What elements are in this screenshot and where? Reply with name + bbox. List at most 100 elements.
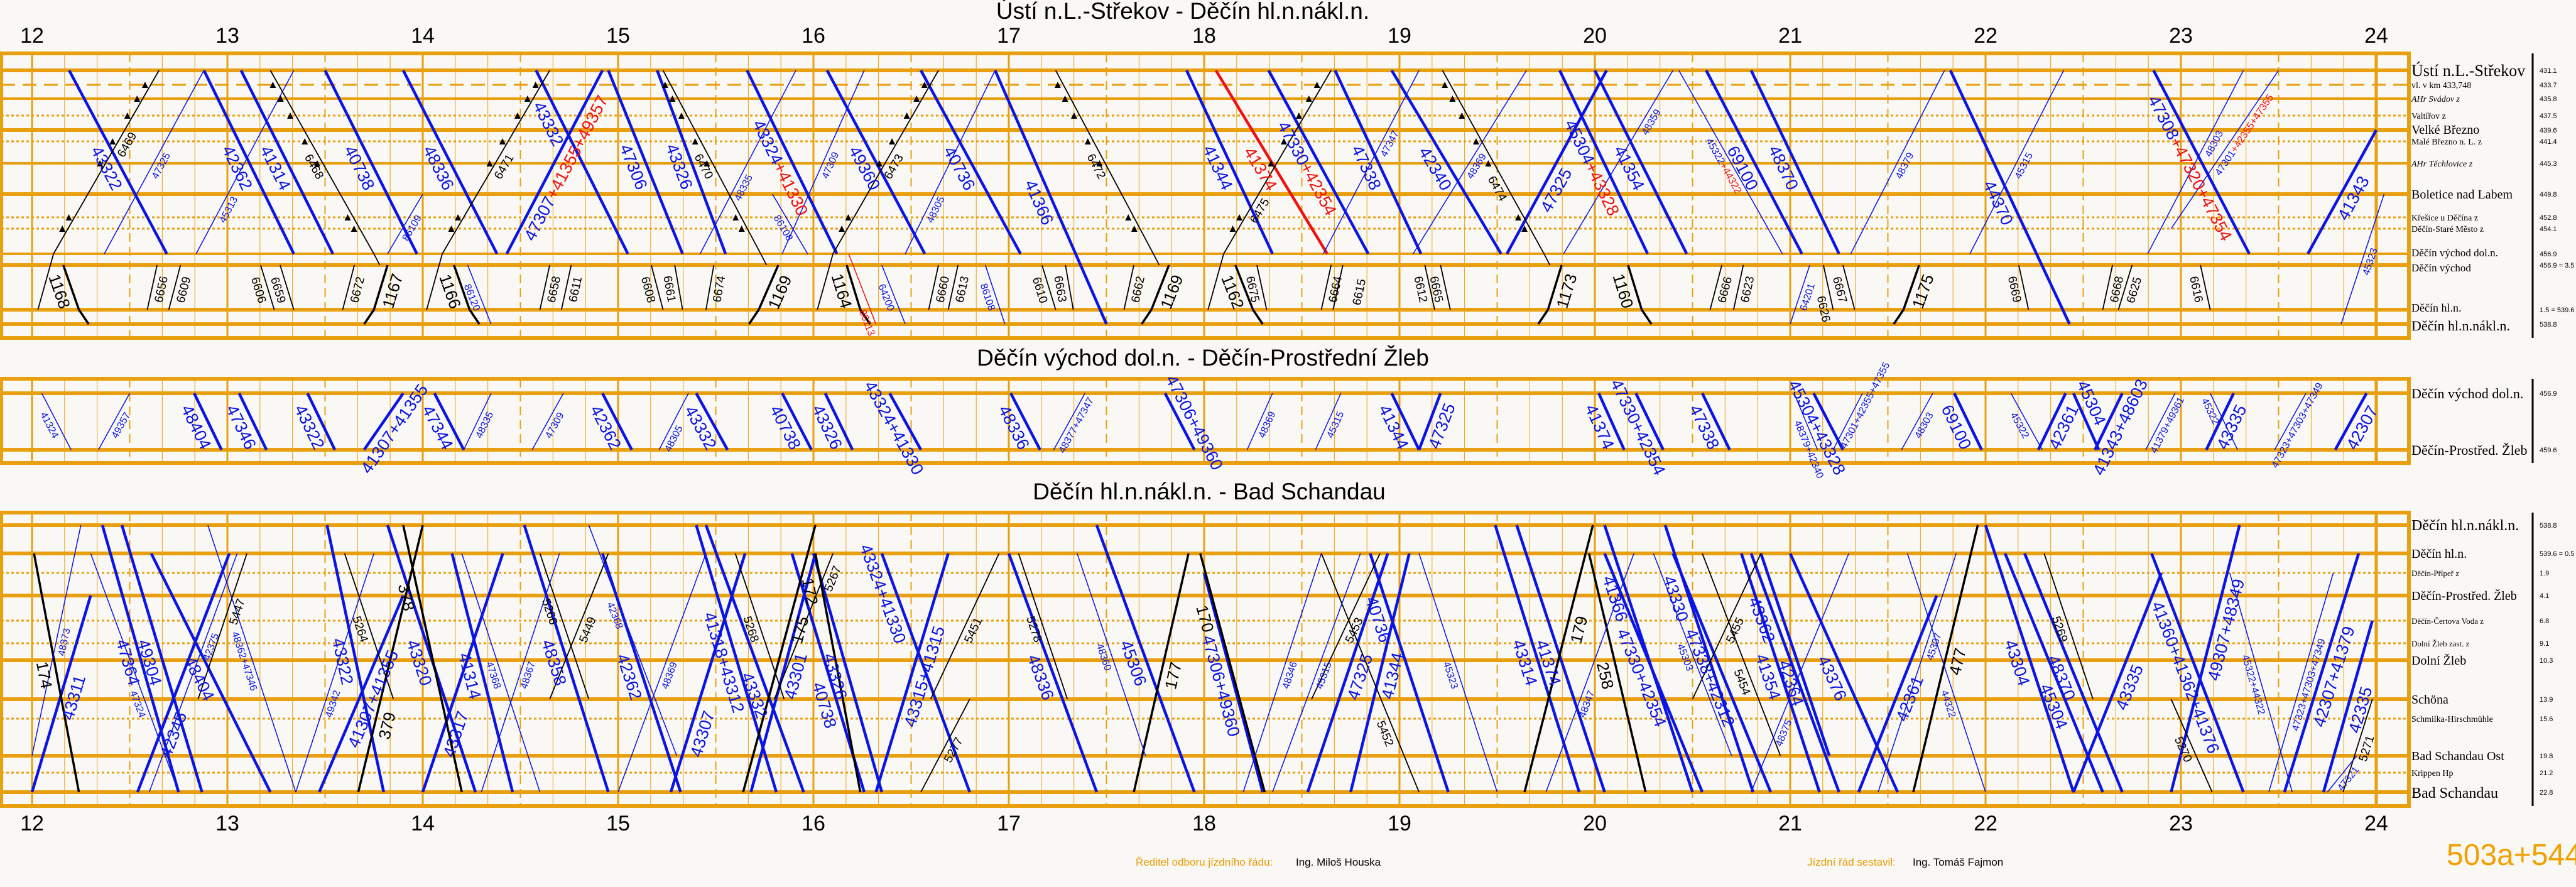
hour-label-bottom: 23 <box>2169 812 2193 835</box>
train-path <box>146 264 158 310</box>
train-path <box>41 393 72 450</box>
stop-triangle-icon <box>738 226 745 232</box>
train-path <box>539 553 590 700</box>
train-path <box>306 393 337 450</box>
train-path <box>120 525 204 793</box>
train-path <box>2200 264 2211 310</box>
train-path <box>2150 553 2245 793</box>
station-name: Bad Schandau Ost <box>2411 749 2504 763</box>
stop-triangle-icon <box>661 82 668 88</box>
train-path <box>1948 70 2071 325</box>
train-path <box>2004 553 2104 793</box>
train-path <box>363 264 389 325</box>
train-path <box>1593 69 1688 255</box>
stop-triangle-icon <box>913 95 920 102</box>
train-path <box>1413 70 1527 254</box>
train-path <box>1315 393 1342 450</box>
train-path <box>1603 553 1704 793</box>
station-name: Bad Schandau <box>2411 785 2498 802</box>
train-path <box>505 69 604 255</box>
train-path <box>1442 70 1551 266</box>
train-path <box>2209 393 2238 450</box>
hour-label-bottom: 19 <box>1388 812 1411 835</box>
hour-label-top: 16 <box>802 24 825 48</box>
station-km: 538.8 <box>2540 321 2557 329</box>
station-name: Děčín hl.n.nákl.n. <box>2411 518 2519 534</box>
train-path <box>1740 553 1821 793</box>
compiler-name: Ing. Tomáš Fajmon <box>1913 856 2004 868</box>
station-km: 1.5 = 539.6 <box>2540 307 2574 314</box>
train-path <box>1207 70 1332 310</box>
train-path <box>1306 553 1389 793</box>
station-km: 435.8 <box>2540 95 2557 103</box>
train-path <box>1759 553 1831 756</box>
train-path <box>197 553 247 700</box>
train-path <box>1202 572 1264 793</box>
train-path <box>1440 264 1451 310</box>
director-name: Ing. Miloš Houska <box>1296 856 1381 868</box>
train-path <box>193 393 223 450</box>
train-path <box>1320 264 1332 310</box>
station-name: Děčín-Prostřed. Žleb <box>2411 589 2517 603</box>
train-path <box>31 525 82 756</box>
train-path <box>1018 553 1068 700</box>
train-path <box>318 595 405 793</box>
train-path <box>1123 264 1134 310</box>
train-path <box>1349 553 1411 793</box>
train-path <box>344 553 394 700</box>
train-path <box>33 553 80 793</box>
stop-triangle-icon <box>1442 82 1448 88</box>
hour-label-bottom: 22 <box>1974 812 1997 835</box>
train-path <box>148 553 238 793</box>
train-path <box>928 264 939 310</box>
hour-label-bottom: 13 <box>215 812 239 835</box>
train-path <box>149 552 272 793</box>
train-path <box>1790 264 1810 325</box>
hour-label-top: 14 <box>411 24 435 48</box>
station-km: 445.3 <box>2540 160 2557 168</box>
train-path <box>1234 264 1264 325</box>
station-km: 456.9 <box>2540 390 2557 398</box>
stop-triangle-icon <box>704 160 710 166</box>
train-path <box>1133 553 1190 793</box>
train-path <box>450 553 514 793</box>
train-path <box>280 264 295 310</box>
stop-triangle-icon <box>1473 138 1480 144</box>
train-path <box>848 253 877 325</box>
train-path <box>1850 70 1945 254</box>
train-path <box>37 70 160 310</box>
train-path <box>2170 699 2213 793</box>
station-name: Dolní Žleb zast. z <box>2411 639 2470 648</box>
train-path <box>1822 264 1834 310</box>
train-path <box>2094 393 2124 450</box>
train-path <box>773 553 834 700</box>
train-path <box>2283 553 2361 793</box>
train-path <box>1751 553 1849 793</box>
train-path <box>1984 525 2075 793</box>
train-path <box>2327 755 2357 793</box>
train-path <box>674 264 683 310</box>
train-path <box>1832 393 1863 450</box>
stop-triangle-icon <box>269 82 276 88</box>
station-name: Děčín-Staré Město z <box>2411 225 2484 234</box>
station-name: Děčín hl.n. <box>2411 302 2461 314</box>
train-paths <box>41 392 2368 451</box>
train-path <box>1912 525 1979 793</box>
train-path <box>1692 553 1762 700</box>
train-path <box>1793 393 1818 450</box>
stop-triangle-icon <box>1070 112 1077 119</box>
train-path <box>104 70 205 254</box>
train-path <box>467 264 492 325</box>
train-path <box>1065 264 1074 310</box>
train-path <box>617 553 707 793</box>
station-name: Krippen Hp <box>2411 769 2454 778</box>
station-name: Schöna <box>2411 693 2448 707</box>
train-path <box>1701 393 1731 450</box>
hour-label-bottom: 16 <box>802 812 825 835</box>
train-path <box>1671 553 1772 793</box>
station-km: 454.1 <box>2540 226 2557 233</box>
train-path <box>433 392 465 451</box>
stop-triangle-icon <box>1236 214 1243 220</box>
